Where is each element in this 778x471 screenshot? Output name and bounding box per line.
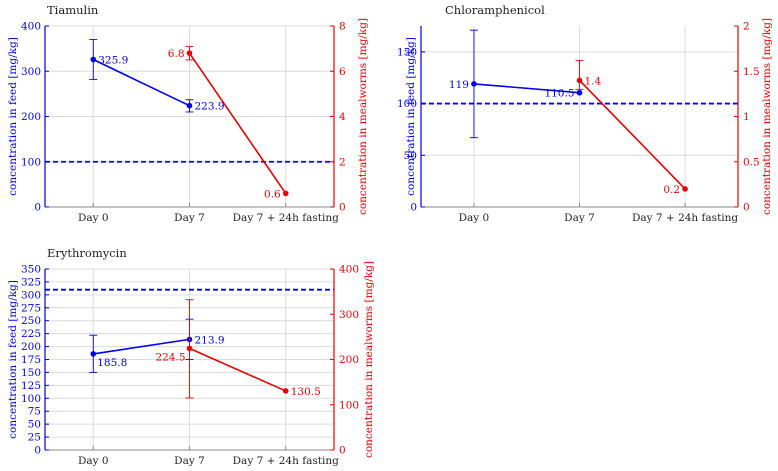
data-label: 185.8 [97,357,127,369]
y-tick-label: 50 [404,150,417,162]
series-line-feed [92,58,190,107]
data-label: 6.8 [168,48,185,60]
data-label: 223.9 [195,101,225,113]
y2-tick-label: 6 [339,66,346,78]
series-line-feed [473,83,580,94]
chart-title: Tiamulin [47,3,99,17]
y-tick-label: 25 [28,432,41,444]
data-label: 130.5 [291,386,321,398]
y2-tick-label: 4 [339,111,346,123]
y2-tick-label: 1.5 [743,66,760,78]
y2-tick-label: 0.5 [743,156,760,168]
x-tick-label: Day 7 + 24h fasting [632,212,738,224]
y-tick-label: 50 [28,419,41,431]
data-label: 1.4 [585,75,602,87]
y-tick-label: 75 [28,406,41,418]
y-tick-label: 350 [21,264,41,276]
y2-tick-label: 200 [339,354,359,366]
y2-tick-label: 0 [339,202,346,214]
y-tick-label: 150 [21,367,41,379]
x-tick-label: Day 7 + 24h fasting [233,455,339,467]
y-tick-label: 100 [21,393,41,405]
data-point [186,345,193,352]
x-tick-label: Day 7 [174,455,205,467]
y2-axis-label: concentration in mealworms [mg/kg] [357,18,369,215]
data-label: 119 [449,79,469,91]
data-label: 213.9 [195,334,225,346]
data-label: 110.5 [544,88,574,100]
chart-title: Erythromycin [47,246,127,260]
data-label: 0.6 [264,188,281,200]
x-tick-label: Day 7 + 24h fasting [233,212,339,224]
y2-tick-label: 100 [339,399,359,411]
y-tick-label: 100 [397,98,417,110]
chart-panel-3: Erythromycin0255075100125150175200225250… [7,246,375,467]
y-axis-label: concentration in feed [mg/kg] [7,280,19,439]
series-line-feed [93,338,190,355]
chart-panel-2: Chloramphenicol 0 50 100 150 0 0.5 1 1.5 2 Day 0 Da… [397,3,773,224]
x-tick-label: Day 0 [78,212,109,224]
y2-tick-label: 8 [339,21,346,33]
y2-tick-label: 2 [339,156,346,168]
data-point [90,56,97,63]
series-line-mealworms [189,347,287,392]
chart-panel-1: Tiamulin 0 100 200 300 400 0 2 4 6 8 Day 0 Day 7 Day … [7,3,369,224]
y-tick-label: 325 [21,276,41,288]
data-point [90,351,97,357]
y-tick-label: 0 [34,445,41,457]
y-axis-label: concentration in feed [mg/kg] [405,37,417,196]
data-point [576,77,583,84]
y-tick-label: 0 [410,202,417,214]
data-label: 224.5 [155,351,185,363]
x-tick-label: Day 0 [459,212,490,224]
data-point [682,186,688,192]
y-tick-label: 200 [21,111,41,123]
data-point [576,89,583,96]
y-axis-label: concentration in feed [mg/kg] [7,37,19,196]
y-tick-label: 300 [21,289,41,301]
chart-title: Chloramphenicol [445,3,545,17]
y-tick-label: 100 [21,156,41,168]
y-tick-label: 175 [21,354,41,366]
x-tick-label: Day 0 [78,455,109,467]
data-point [186,102,193,109]
y2-tick-label: 2 [743,21,750,33]
y2-tick-label: 400 [339,264,359,276]
data-label: 325.9 [98,55,128,67]
series-line-mealworms [578,79,686,190]
data-point [282,388,289,394]
y-tick-label: 225 [21,328,41,340]
y2-tick-label: 300 [339,309,359,321]
data-point [471,81,477,87]
y-tick-label: 400 [21,21,41,33]
data-point [282,190,289,197]
y-tick-label: 275 [21,302,41,314]
data-label: 0.2 [663,184,680,196]
y2-axis-label: concentration in mealworms [mg/kg] [761,18,773,215]
y-tick-label: 200 [21,341,41,353]
y-tick-label: 150 [397,46,417,58]
x-tick-label: Day 7 [174,212,205,224]
y2-axis-label: concentration in mealworms [mg/kg] [363,261,375,458]
x-tick-label: Day 7 [564,212,595,224]
y2-tick-label: 0 [339,445,346,457]
y-tick-label: 300 [21,66,41,78]
y2-tick-label: 0 [743,202,750,214]
y-tick-label: 0 [34,202,41,214]
data-point [186,50,193,56]
series-line-mealworms [188,52,287,194]
y-tick-label: 250 [21,315,41,327]
y2-tick-label: 1 [743,111,750,123]
y-tick-label: 125 [21,380,41,392]
